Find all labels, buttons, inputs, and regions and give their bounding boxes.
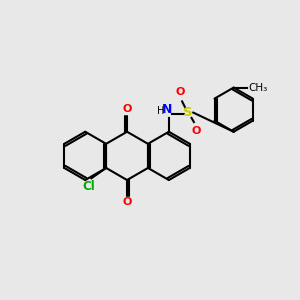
Text: H: H [157, 106, 164, 116]
Text: N: N [162, 103, 172, 116]
Text: O: O [122, 197, 132, 207]
Text: O: O [192, 126, 201, 136]
Text: Cl: Cl [82, 180, 95, 193]
Text: O: O [122, 104, 132, 114]
Text: S: S [183, 106, 193, 119]
Text: O: O [175, 87, 184, 97]
Text: CH₃: CH₃ [248, 82, 267, 93]
